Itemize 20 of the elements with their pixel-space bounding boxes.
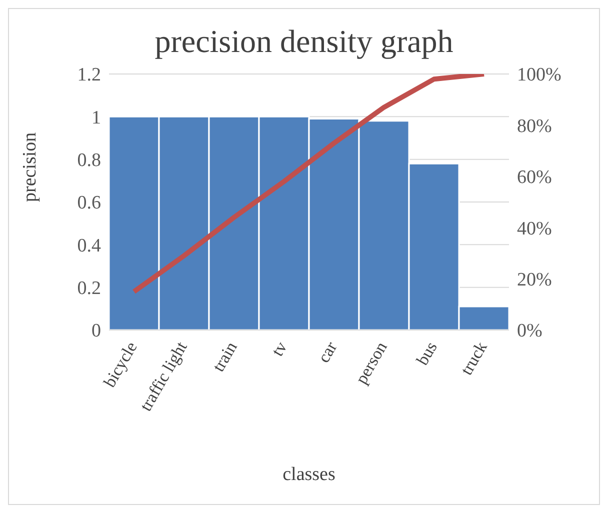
y-tick-label: 0.4 [77,235,102,256]
y2-tick-label: 80% [517,116,552,137]
x-axis-title: classes [282,464,336,485]
y2-tick-label: 0% [517,320,542,342]
x-tick-label: car [314,338,342,366]
y-tick-label: 1.2 [77,64,101,86]
y-tick-label: 1 [92,107,101,128]
y-tick-label: 0.2 [77,278,101,300]
y-tick-label: 0.6 [77,192,101,214]
x-tick-label: bus [412,338,441,368]
x-tick-label: train [208,338,242,375]
x-tick-label: tv [268,338,292,360]
y2-tick-label: 40% [517,218,552,240]
y2-tick-label: 20% [517,270,552,291]
y2-tick-label: 100% [517,64,562,86]
chart-title: precision density graph [154,23,454,60]
y-tick-label: 0 [92,320,101,342]
y2-tick-label: 60% [517,167,552,188]
y-axis-title: precision [20,132,41,202]
y-tick-label: 0.8 [77,150,101,172]
